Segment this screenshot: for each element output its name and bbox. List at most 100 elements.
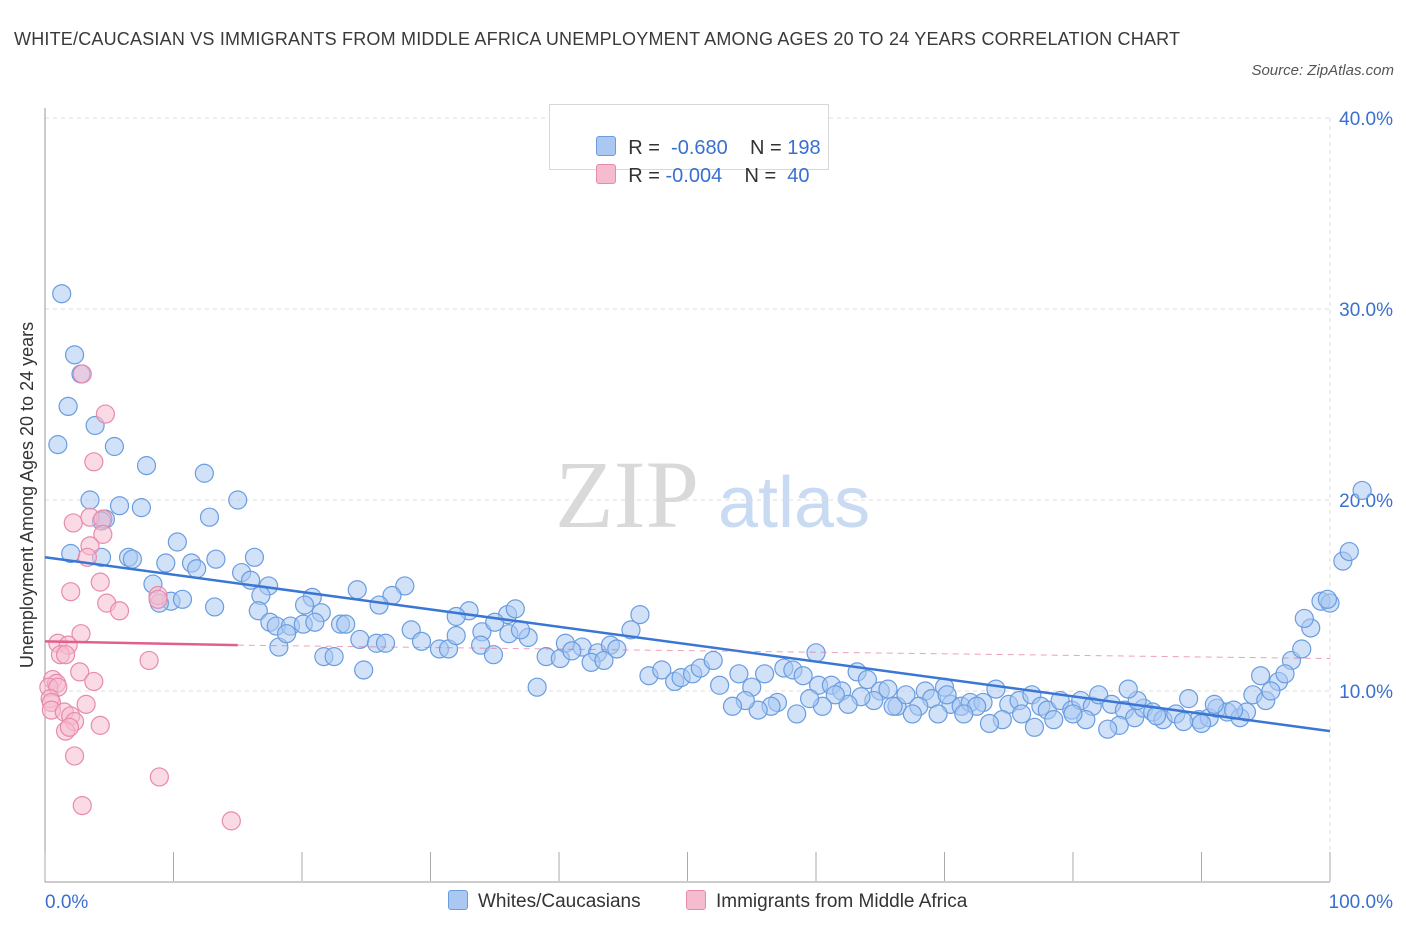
data-point-whites xyxy=(48,435,68,455)
data-point-whites xyxy=(838,694,858,714)
data-point-whites xyxy=(527,677,547,697)
data-point-whites xyxy=(446,626,466,646)
data-point-whites xyxy=(1118,679,1138,699)
data-point-immigrants xyxy=(93,524,113,544)
data-point-whites xyxy=(1191,713,1212,734)
data-point-immigrants xyxy=(90,572,110,592)
x-tick-label: 100.0% xyxy=(1329,892,1394,913)
data-point-whites xyxy=(825,685,845,705)
data-point-whites xyxy=(294,595,315,615)
data-point-whites xyxy=(122,549,142,569)
data-point-whites xyxy=(395,576,415,596)
data-point-whites xyxy=(347,580,367,600)
data-point-immigrants xyxy=(84,452,104,472)
data-point-whites xyxy=(109,496,130,516)
data-point-whites xyxy=(857,669,878,690)
data-point-whites xyxy=(621,620,641,640)
data-point-immigrants xyxy=(148,589,168,609)
data-point-whites xyxy=(1294,608,1314,629)
data-point-immigrants xyxy=(90,715,110,735)
data-point-whites xyxy=(902,704,922,724)
data-point-immigrants xyxy=(221,811,241,831)
data-point-immigrants xyxy=(109,601,130,621)
data-point-whites xyxy=(483,645,504,665)
data-point-whites xyxy=(58,396,78,417)
legend-n-value: 40 xyxy=(781,165,810,187)
data-point-whites xyxy=(1317,589,1338,609)
trendline-whites xyxy=(44,556,1331,733)
data-point-immigrants xyxy=(76,694,96,714)
data-point-whites xyxy=(986,679,1006,699)
data-point-whites xyxy=(729,664,749,684)
data-point-whites xyxy=(928,704,948,724)
data-point-whites xyxy=(562,641,582,661)
data-point-whites xyxy=(594,650,614,671)
y-axis-label: Unemployment Among Ages 20 to 24 years xyxy=(17,322,37,668)
data-point-whites xyxy=(722,696,743,716)
data-point-whites xyxy=(172,589,193,609)
data-point-whites xyxy=(80,490,100,510)
data-point-whites xyxy=(131,498,151,518)
data-point-whites xyxy=(244,547,265,567)
data-point-whites xyxy=(878,679,898,699)
watermark-zip: ZIP xyxy=(555,441,699,548)
data-point-whites xyxy=(156,553,176,573)
legend-item-whites[interactable]: Whites/Caucasians xyxy=(448,890,641,913)
data-point-whites xyxy=(787,704,807,724)
data-point-whites xyxy=(52,284,72,304)
legend-swatch-blue xyxy=(448,890,468,910)
data-point-whites xyxy=(354,660,374,680)
data-point-whites xyxy=(703,650,723,671)
data-point-immigrants xyxy=(72,364,92,384)
data-point-whites xyxy=(228,490,248,510)
legend-r-label: R = xyxy=(628,165,660,187)
data-point-whites xyxy=(1179,689,1199,709)
data-point-immigrants xyxy=(149,767,169,787)
legend-r-value: -0.004 xyxy=(665,165,723,187)
data-point-whites xyxy=(630,604,650,625)
data-point-whites xyxy=(471,635,491,655)
data-point-whites xyxy=(411,631,432,651)
data-point-whites xyxy=(104,436,124,457)
legend-r-value: -0.680 xyxy=(671,137,728,159)
data-point-whites xyxy=(1292,639,1312,659)
source-label: Source: ZipAtlas.com xyxy=(1251,62,1394,79)
legend-item-immigrants[interactable]: Immigrants from Middle Africa xyxy=(686,890,967,913)
data-point-whites xyxy=(167,532,187,552)
data-point-whites xyxy=(206,549,226,569)
y-tick-label: 30.0% xyxy=(1339,300,1393,321)
data-point-whites xyxy=(754,664,775,684)
data-point-whites xyxy=(194,463,214,483)
data-point-whites xyxy=(1352,480,1372,501)
data-point-immigrants xyxy=(72,795,92,816)
data-point-whites xyxy=(1044,710,1064,730)
data-point-whites xyxy=(1011,704,1032,724)
data-point-whites xyxy=(793,666,813,686)
data-point-whites xyxy=(1063,704,1083,724)
data-point-whites xyxy=(1024,717,1045,737)
legend-label: Whites/Caucasians xyxy=(478,891,641,912)
data-point-whites xyxy=(276,624,297,644)
data-point-immigrants xyxy=(61,582,81,602)
data-point-whites xyxy=(1261,681,1281,701)
data-point-whites xyxy=(1251,666,1271,686)
data-point-whites xyxy=(799,689,820,709)
legend-label: Immigrants from Middle Africa xyxy=(716,891,968,912)
data-point-immigrants xyxy=(64,746,85,766)
data-point-whites xyxy=(748,700,768,720)
data-point-whites xyxy=(937,685,957,705)
data-point-whites xyxy=(505,599,525,619)
data-point-whites xyxy=(350,629,370,650)
data-point-whites xyxy=(199,507,220,527)
data-point-immigrants xyxy=(55,645,76,665)
data-point-immigrants xyxy=(70,662,90,682)
x-tick-label: 0.0% xyxy=(45,892,88,913)
data-point-whites xyxy=(324,647,344,667)
data-point-whites xyxy=(1098,719,1118,739)
data-point-whites xyxy=(205,597,225,617)
data-point-whites xyxy=(336,614,356,634)
data-point-whites xyxy=(954,704,974,724)
data-point-whites xyxy=(652,660,672,680)
data-point-whites xyxy=(248,601,268,621)
